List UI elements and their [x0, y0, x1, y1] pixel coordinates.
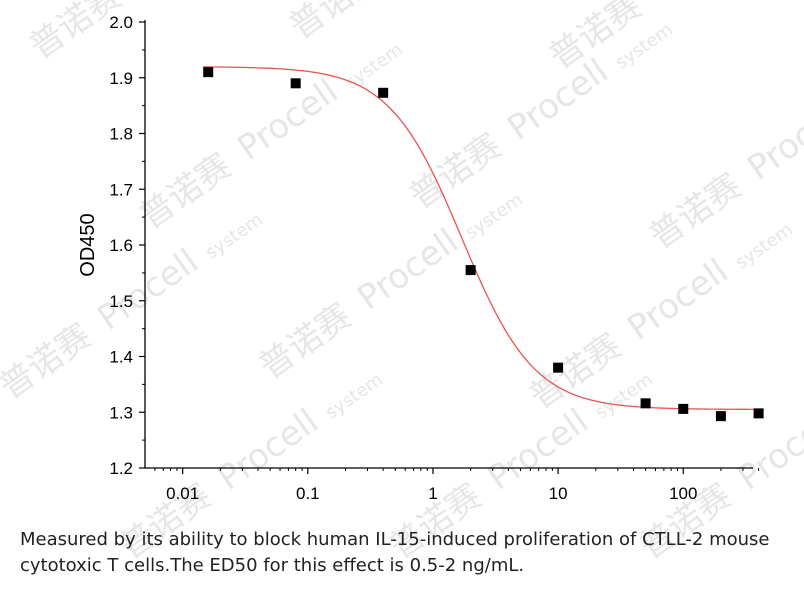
data-point: [378, 87, 389, 98]
y-axis-ticks: 1.2 1.3 1.4 1.5 1.6 1.7 1.8 1.9 2.0: [109, 13, 145, 478]
y-tick-label: 1.5: [109, 292, 133, 311]
y-tick-label: 1.9: [109, 69, 133, 88]
x-tick-label: 0.1: [296, 484, 320, 503]
data-point: [203, 67, 214, 78]
dose-response-chart: 1.2 1.3 1.4 1.5 1.6 1.7 1.8 1.9 2.0 0.01 0.1 1 10 10…: [77, 13, 764, 503]
figure-caption: Measured by its ability to block human I…: [20, 527, 800, 579]
axes: [144, 20, 753, 469]
data-point: [553, 362, 564, 373]
y-tick-label: 1.8: [109, 125, 133, 144]
data-points: [203, 67, 764, 422]
data-point: [678, 403, 689, 414]
data-point: [640, 398, 651, 409]
fit-curve: [202, 66, 759, 411]
x-tick-label: 100: [669, 484, 697, 503]
y-tick-label: 2.0: [109, 13, 133, 32]
x-tick-label: 10: [549, 484, 568, 503]
caption-line-1: Measured by its ability to block human I…: [20, 529, 770, 550]
data-point: [753, 408, 764, 419]
y-axis-title: OD450: [77, 213, 99, 276]
x-tick-label: 1: [428, 484, 437, 503]
data-point: [715, 411, 726, 422]
caption-line-2: cytotoxic T cells.The ED50 for this effe…: [20, 555, 525, 576]
data-point: [290, 78, 301, 89]
y-tick-label: 1.6: [109, 236, 133, 255]
y-tick-label: 1.4: [109, 348, 133, 367]
x-tick-label: 0.01: [166, 484, 199, 503]
y-tick-label: 1.7: [109, 180, 133, 199]
x-axis-ticks: 0.01 0.1 1 10 100: [154, 468, 760, 503]
y-tick-label: 1.3: [109, 403, 133, 422]
y-tick-label: 1.2: [109, 459, 133, 478]
data-point: [465, 265, 476, 276]
